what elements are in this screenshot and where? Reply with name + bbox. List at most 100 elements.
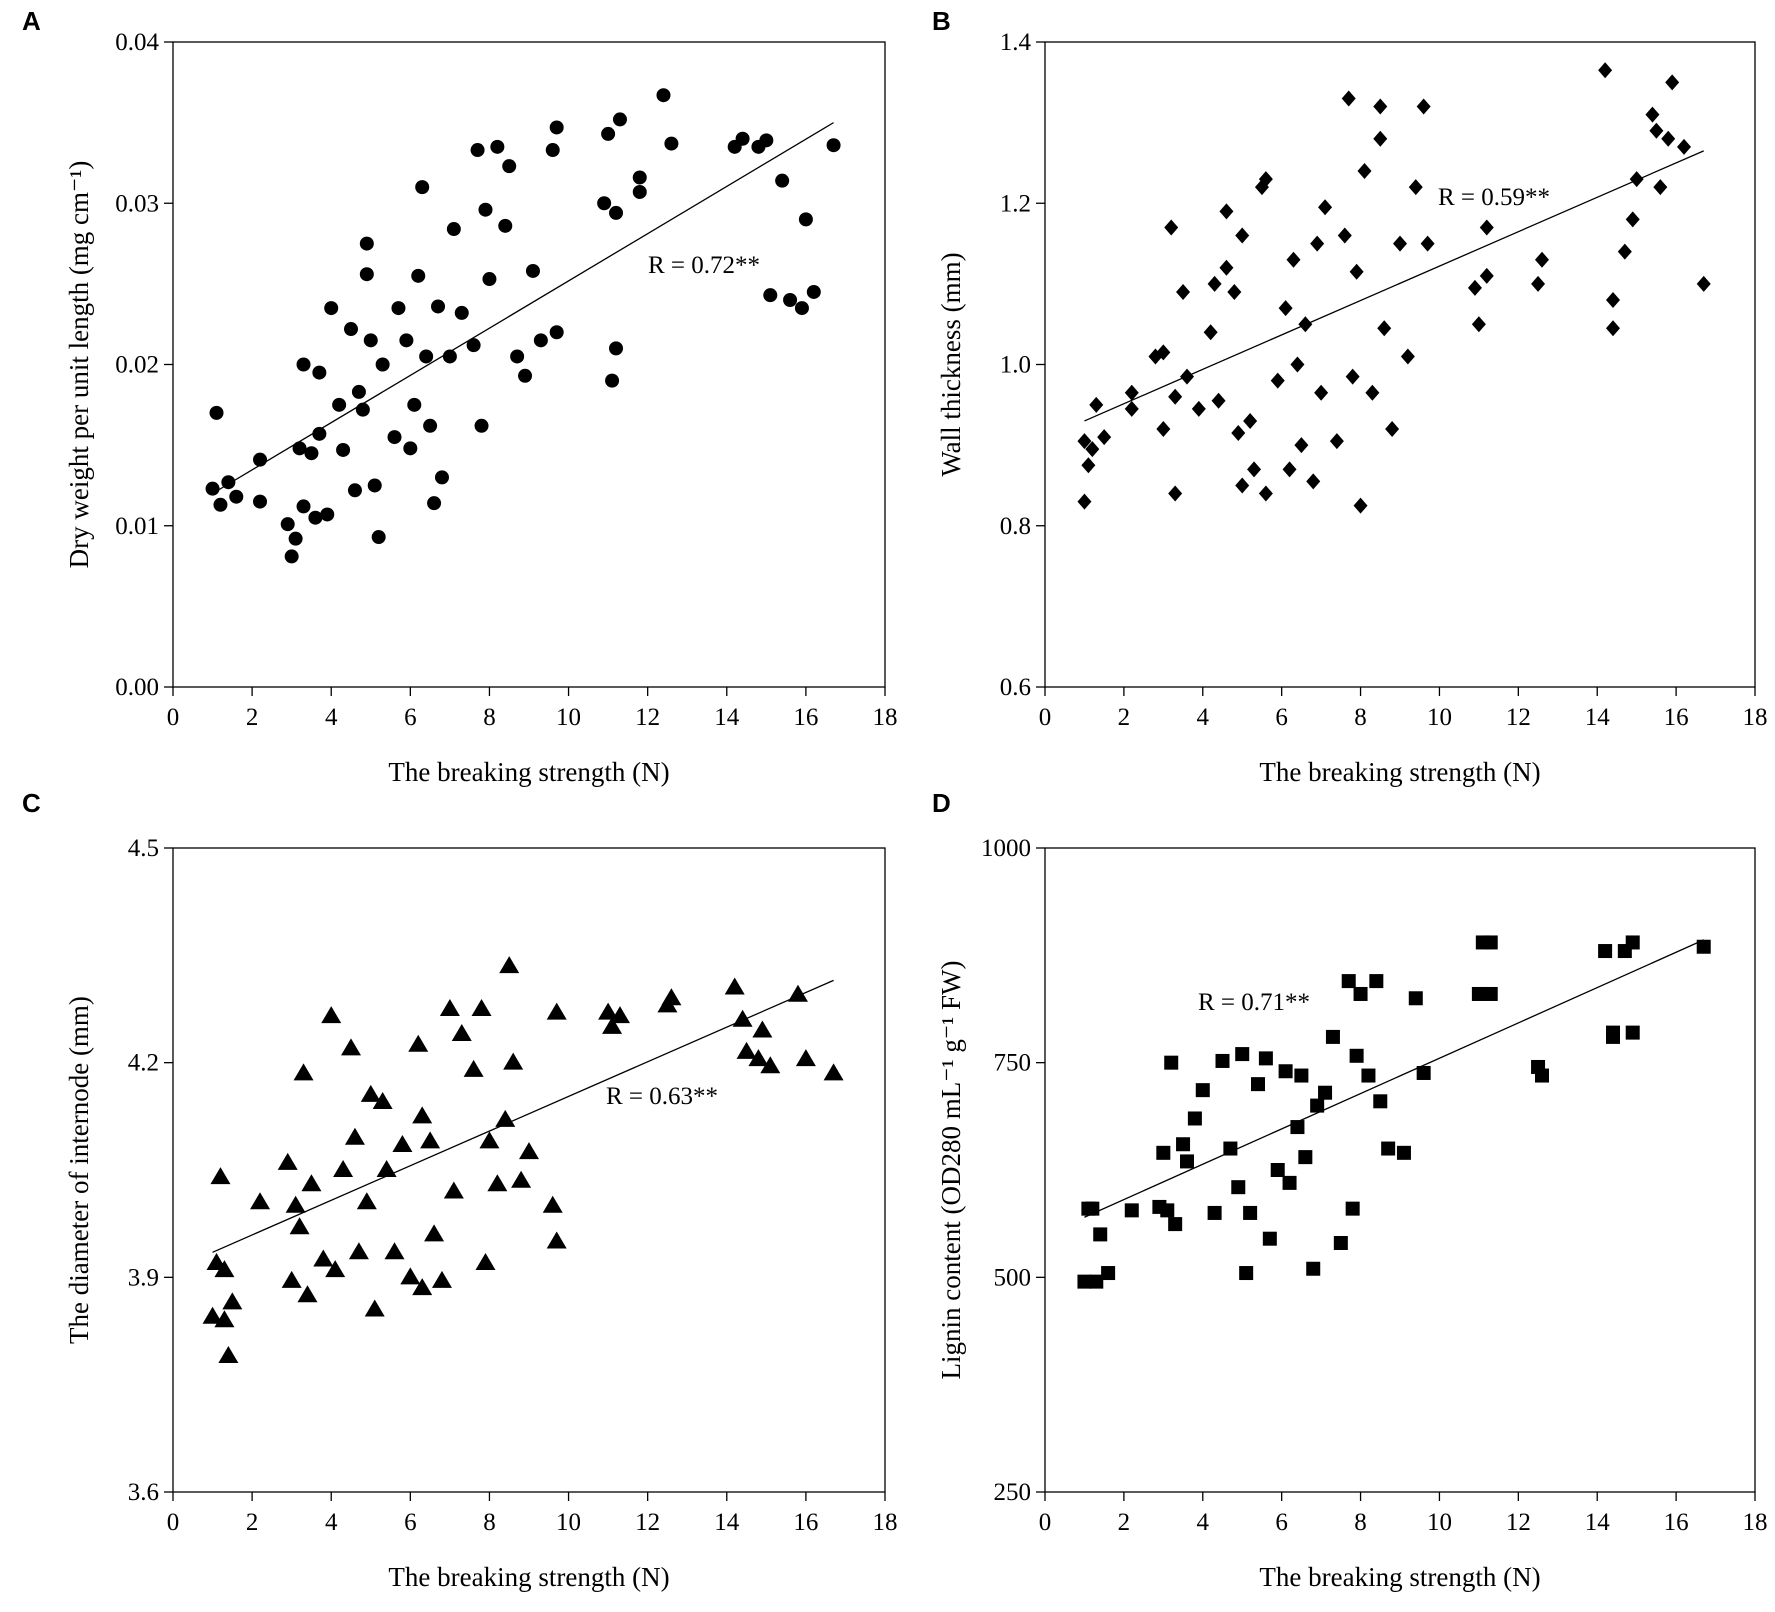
- x-tick-label: 6: [404, 1509, 417, 1536]
- trendline: [1084, 150, 1704, 422]
- point: [301, 1174, 322, 1192]
- point: [1408, 179, 1423, 196]
- point: [1270, 1163, 1285, 1177]
- point: [1341, 90, 1356, 107]
- x-tick-label: 12: [635, 704, 660, 731]
- x-tick-label: 2: [1118, 704, 1131, 731]
- point: [736, 1041, 757, 1059]
- plot-frame: [1044, 847, 1756, 1493]
- point: [1341, 974, 1356, 989]
- point: [213, 497, 228, 512]
- point: [1471, 986, 1486, 1001]
- point: [1124, 1203, 1139, 1218]
- point: [292, 441, 307, 456]
- point: [1377, 320, 1392, 337]
- point: [1625, 935, 1640, 950]
- point: [609, 341, 624, 356]
- point: [1369, 974, 1384, 989]
- x-tick-label: 8: [1354, 704, 1367, 731]
- x-tick-label: 12: [635, 1509, 660, 1536]
- panel-label: B: [932, 6, 951, 36]
- point: [344, 322, 358, 337]
- point: [392, 1134, 413, 1152]
- point: [1164, 219, 1179, 236]
- y-tick-label: 3.9: [128, 1264, 159, 1291]
- y-tick-label: 1000: [981, 835, 1031, 862]
- point: [443, 1181, 464, 1199]
- x-tick-label: 2: [1118, 1509, 1131, 1536]
- point: [451, 1024, 472, 1042]
- point: [1207, 1205, 1222, 1220]
- point: [1535, 251, 1549, 268]
- point: [597, 196, 612, 211]
- point: [533, 333, 548, 348]
- point: [632, 184, 647, 199]
- point: [1231, 1180, 1246, 1195]
- point: [475, 1253, 496, 1271]
- point: [1085, 441, 1100, 458]
- point: [1180, 1154, 1194, 1169]
- point: [1661, 130, 1676, 147]
- point: [1187, 1111, 1202, 1126]
- point: [1294, 1068, 1309, 1083]
- point: [1345, 1201, 1360, 1216]
- point: [763, 288, 778, 303]
- x-tick-label: 18: [1743, 1509, 1768, 1536]
- point: [280, 517, 295, 532]
- point: [277, 1152, 298, 1170]
- point: [210, 1167, 231, 1185]
- point: [324, 301, 339, 316]
- point: [427, 496, 442, 511]
- y-axis-label: The diameter of internode (mm): [64, 996, 94, 1344]
- y-tick-label: 750: [994, 1050, 1032, 1077]
- point: [333, 1160, 354, 1177]
- point: [356, 1192, 377, 1210]
- point: [1124, 384, 1139, 401]
- point: [1176, 283, 1191, 300]
- point: [332, 397, 347, 412]
- point: [431, 1270, 452, 1288]
- point: [1243, 1205, 1258, 1220]
- point: [1606, 1025, 1620, 1040]
- point: [1168, 388, 1183, 405]
- point: [632, 170, 647, 185]
- x-tick-label: 12: [1506, 1509, 1531, 1536]
- point: [341, 1038, 361, 1056]
- x-tick-label: 14: [1585, 1509, 1611, 1536]
- x-tick-label: 4: [1197, 704, 1210, 731]
- x-tick-label: 2: [246, 1509, 259, 1536]
- point: [1093, 1227, 1108, 1242]
- point: [419, 349, 434, 364]
- annotation: R = 0.72**: [648, 252, 760, 279]
- point: [482, 272, 497, 287]
- x-tick-label: 18: [1743, 704, 1768, 731]
- panel: C 0 2 4 6 8 10 12 14 16 18 3.6 3.9 4.2 4.5 The breaking…: [22, 788, 898, 1592]
- x-tick-label: 8: [1354, 1509, 1367, 1536]
- point: [1361, 1068, 1376, 1083]
- y-tick-label: 0.03: [115, 190, 159, 217]
- y-tick-label: 0.00: [115, 674, 159, 701]
- point: [1400, 348, 1415, 365]
- point: [1286, 251, 1301, 268]
- point: [336, 442, 351, 457]
- point: [372, 1092, 393, 1110]
- point: [284, 549, 299, 564]
- point: [222, 1292, 243, 1310]
- point: [296, 357, 311, 372]
- point: [412, 1106, 433, 1124]
- point: [471, 999, 492, 1016]
- point: [1251, 1077, 1265, 1092]
- point: [1298, 1150, 1313, 1165]
- point: [1625, 211, 1640, 228]
- point: [474, 418, 489, 433]
- point: [297, 1285, 318, 1303]
- point: [510, 349, 525, 364]
- x-axis-label: The breaking strength (N): [388, 757, 669, 787]
- point: [1333, 1235, 1348, 1250]
- point: [1306, 473, 1321, 490]
- point: [359, 267, 374, 282]
- point: [1353, 497, 1368, 514]
- point: [360, 1084, 381, 1102]
- x-tick-label: 10: [1427, 704, 1452, 731]
- point: [289, 1217, 310, 1235]
